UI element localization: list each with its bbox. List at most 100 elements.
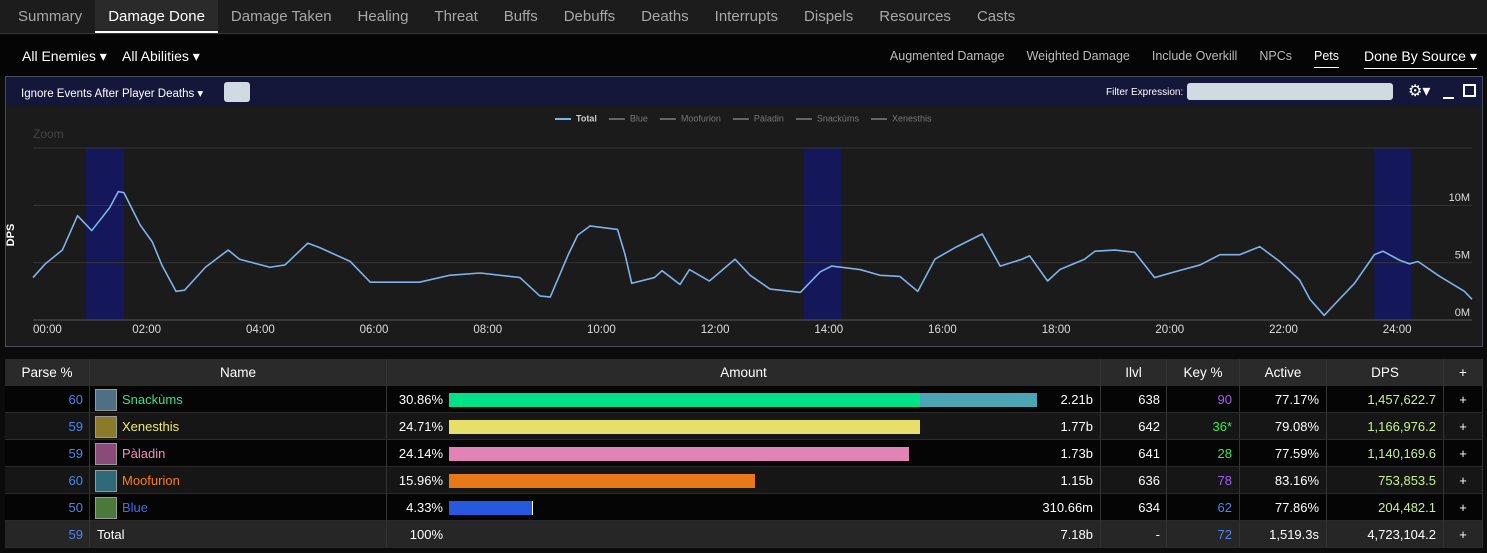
- name-cell: Total: [90, 521, 387, 548]
- active: 77.17%: [1240, 386, 1327, 413]
- enemy-filter[interactable]: All Enemies ▾: [22, 48, 107, 64]
- tab[interactable]: Deaths: [641, 8, 689, 25]
- death-toggle[interactable]: Ignore Events After Player Deaths ▾: [21, 88, 204, 100]
- chart: 0M 5M 10M 00:00 02:00 04:00 06:00 08:00 10:00 12:…: [5, 113, 1473, 336]
- damage-table: Parse % Name Amount Ilvl Key % Active DPS +60 Sn…: [5, 359, 1483, 548]
- column-header: Amount: [387, 359, 1101, 386]
- zoom-label: Zoom: [33, 127, 64, 141]
- amount-bar: [449, 501, 532, 515]
- name-cell: Xenesthis: [90, 413, 387, 440]
- column-header: Key %: [1167, 359, 1240, 386]
- tab[interactable]: Interrupts: [714, 8, 779, 25]
- tab[interactable]: Resources: [879, 8, 951, 25]
- option[interactable]: NPCs: [1259, 49, 1292, 63]
- tab[interactable]: Dispels: [804, 8, 854, 25]
- expand-button[interactable]: +: [1444, 467, 1483, 494]
- name-cell: Moofurion: [90, 467, 387, 494]
- name[interactable]: Blue: [122, 500, 149, 515]
- name[interactable]: Xenesthis: [122, 419, 180, 434]
- amount-bar: [531, 501, 534, 515]
- ability-filter[interactable]: All Abilities ▾: [122, 48, 200, 64]
- tab[interactable]: Healing: [357, 8, 409, 25]
- label: Done By Source: [1364, 48, 1466, 64]
- amount: 310.66m: [1042, 500, 1093, 515]
- ilvl: 636: [1101, 467, 1167, 494]
- legend-label[interactable]: Pàladin: [754, 113, 784, 123]
- expand-button[interactable]: +: [1444, 413, 1483, 440]
- key-percent: 72: [1167, 521, 1240, 548]
- tab[interactable]: Buffs: [503, 8, 538, 25]
- x-tick-label: 06:00: [360, 324, 389, 336]
- class-icon: [95, 497, 117, 519]
- legend-label[interactable]: Snackùms: [817, 113, 860, 123]
- name[interactable]: Snackùms: [122, 392, 183, 407]
- ilvl: 638: [1101, 386, 1167, 413]
- x-tick-label: 04:00: [246, 324, 275, 336]
- ilvl: 641: [1101, 440, 1167, 467]
- death-band: [804, 148, 842, 320]
- percent: 100%: [409, 527, 443, 542]
- key-percent: 36*: [1167, 413, 1240, 440]
- source-menu[interactable]: Done By Source ▾: [1364, 48, 1477, 69]
- amount-cell: 30.86% 2.21b: [387, 386, 1101, 413]
- amount-cell: 15.96% 1.15b: [387, 467, 1101, 494]
- ilvl: 634: [1101, 494, 1167, 521]
- option[interactable]: Weighted Damage: [1026, 49, 1130, 63]
- legend-label[interactable]: Moofurion: [681, 113, 721, 123]
- amount-cell: 24.71% 1.77b: [387, 413, 1101, 440]
- x-tick-label: 24:00: [1383, 324, 1412, 336]
- name[interactable]: Moofurion: [122, 473, 180, 488]
- label: Ignore Events After Player Deaths: [21, 88, 195, 100]
- percent: 24.71%: [398, 419, 443, 434]
- amount-cell: 4.33% 310.66m: [387, 494, 1101, 521]
- amount-bar: [449, 447, 910, 461]
- legend-label[interactable]: Total: [576, 113, 597, 123]
- tab[interactable]: Threat: [434, 8, 478, 25]
- name-cell: Blue: [90, 494, 387, 521]
- tab[interactable]: Casts: [976, 8, 1016, 25]
- panel-header: Ignore Events After Player Deaths ▾ Filt…: [6, 77, 1482, 106]
- amount-cell: 24.14% 1.73b: [387, 440, 1101, 467]
- expand-button[interactable]: +: [1444, 521, 1483, 548]
- class-icon: [95, 470, 117, 492]
- legend-label[interactable]: Xenesthis: [892, 113, 932, 123]
- column-header: DPS: [1327, 359, 1444, 386]
- death-band: [1374, 148, 1412, 320]
- minimize-button[interactable]: [1443, 97, 1454, 99]
- y-axis-label: DPS: [5, 224, 17, 247]
- filter-bar: All Enemies ▾ All Abilities ▾ Pets NPCs In…: [0, 35, 1487, 76]
- legend-label[interactable]: Blue: [630, 113, 648, 123]
- option[interactable]: Include Overkill: [1151, 49, 1238, 63]
- dps: 204,482.1: [1327, 494, 1444, 521]
- tab[interactable]: Summary: [18, 8, 83, 25]
- tab[interactable]: Debuffs: [563, 8, 616, 25]
- option[interactable]: Augmented Damage: [889, 49, 1005, 63]
- ilvl: 642: [1101, 413, 1167, 440]
- y-tick-label: 0M: [1455, 307, 1470, 319]
- expand-button[interactable]: +: [1444, 494, 1483, 521]
- dps: 1,140,169.6: [1327, 440, 1444, 467]
- column-header: Ilvl: [1101, 359, 1167, 386]
- tab[interactable]: Damage Taken: [230, 8, 332, 25]
- active: 79.08%: [1240, 413, 1327, 440]
- expand-button[interactable]: +: [1444, 440, 1483, 467]
- tab[interactable]: Damage Done: [95, 0, 218, 33]
- x-tick-label: 22:00: [1269, 324, 1298, 336]
- label: All Abilities: [122, 48, 189, 64]
- parse: 60: [5, 467, 90, 494]
- filter-input[interactable]: [1187, 83, 1393, 100]
- x-tick-label: 18:00: [1042, 324, 1071, 336]
- chart-panel: [5, 76, 1483, 347]
- settings-icon[interactable]: ⚙▾: [1408, 83, 1431, 100]
- key-percent: 90: [1167, 386, 1240, 413]
- name[interactable]: Pàladin: [122, 446, 166, 461]
- active: 1,519.3s: [1240, 521, 1327, 548]
- option[interactable]: Pets: [1313, 49, 1339, 68]
- y-tick-label: 10M: [1449, 192, 1470, 204]
- expand-button[interactable]: +: [1444, 386, 1483, 413]
- toggle-switch[interactable]: [224, 82, 250, 102]
- maximize-button[interactable]: [1463, 84, 1476, 97]
- percent: 24.14%: [398, 446, 443, 461]
- class-icon: [95, 443, 117, 465]
